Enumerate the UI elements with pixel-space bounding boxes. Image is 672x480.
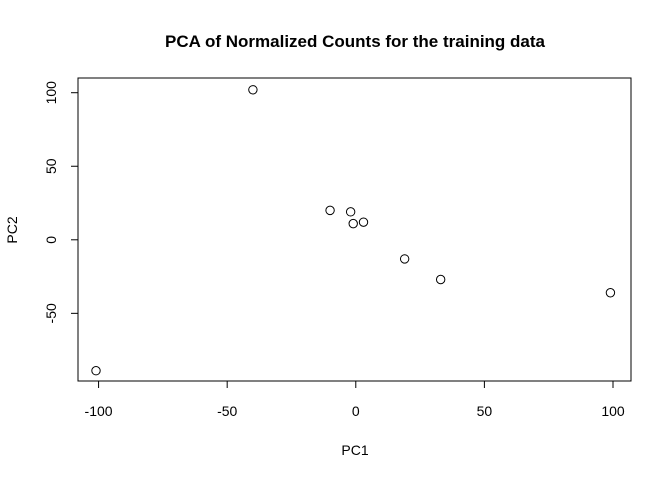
data-point: [248, 85, 258, 95]
y-tick-label: 100: [43, 81, 59, 105]
x-tick-label: 50: [477, 403, 493, 419]
y-axis-label: PC2: [4, 216, 20, 243]
y-tick-label: 50: [43, 158, 59, 174]
y-tick-label: -50: [43, 303, 59, 323]
x-tick-label: 100: [601, 403, 625, 419]
data-point: [325, 205, 335, 216]
y-axis: -50 0 50 100: [43, 81, 79, 323]
data-points: [91, 85, 616, 376]
y-tick-label: 0: [43, 236, 59, 244]
data-point: [605, 288, 616, 298]
x-axis-label: PC1: [341, 442, 368, 458]
data-point: [348, 218, 358, 229]
x-tick-label: -100: [85, 403, 113, 419]
data-point: [91, 366, 101, 376]
data-point: [435, 274, 446, 285]
x-tick-label: 0: [352, 403, 360, 419]
data-point: [399, 254, 410, 264]
data-point: [345, 207, 356, 217]
data-point: [358, 217, 369, 227]
x-axis: -100 -50 0 50 100: [85, 380, 625, 419]
x-tick-label: -50: [217, 403, 237, 419]
chart-title: PCA of Normalized Counts for the trainin…: [165, 32, 546, 51]
plot-frame: [77, 77, 632, 382]
